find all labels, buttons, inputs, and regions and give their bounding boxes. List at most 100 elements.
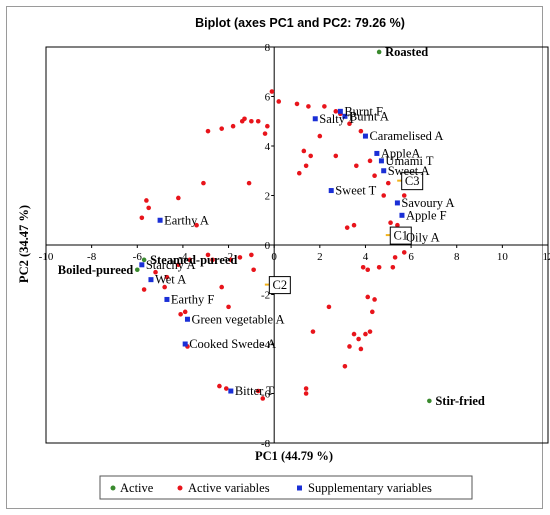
- supplementary-variable-label: Umami T: [385, 154, 433, 168]
- active-variable-point: [367, 158, 373, 164]
- active-variable-point: [251, 267, 256, 273]
- active-point: [134, 267, 140, 273]
- supplementary-variable-label: Cooked Swede A: [189, 337, 276, 351]
- active-variable-point: [388, 220, 393, 226]
- active-variable-point: [326, 304, 332, 310]
- active-variable-point: [201, 180, 206, 186]
- x-tick-label: 0: [271, 251, 277, 263]
- active-variable-point: [182, 309, 188, 315]
- active-variable-point: [392, 255, 398, 260]
- active-variable-point: [333, 109, 339, 114]
- active-variable-point: [317, 133, 323, 139]
- supplementary-variable-label: Oily A: [406, 231, 440, 245]
- x-tick-label: 12: [543, 251, 550, 263]
- supplementary-variable-point: [182, 341, 188, 347]
- active-variable-point: [390, 264, 396, 270]
- supplementary-variable-point: [362, 133, 368, 139]
- legend-marker-active: [110, 485, 116, 491]
- supplementary-variable-label: AppleA: [381, 146, 421, 160]
- active-variable-point: [306, 104, 311, 109]
- active-variable-point: [144, 198, 149, 203]
- active-variable-point: [219, 284, 224, 290]
- legend-label-active: Active: [120, 481, 154, 495]
- supplementary-variable-label: Starchy A: [146, 258, 196, 272]
- supplementary-variable-label: Earthy F: [171, 292, 214, 306]
- active-point: [141, 257, 147, 263]
- active-label: Stir-fried: [435, 394, 485, 408]
- active-point: [427, 398, 432, 404]
- supplementary-variable-label: Wet A: [155, 273, 186, 287]
- y-axis-label: PC2 (34.47 %): [17, 205, 31, 283]
- supplementary-variable-point: [381, 168, 387, 174]
- active-variable-point: [308, 153, 313, 159]
- active-variable-point: [358, 128, 364, 134]
- active-variable-point: [395, 222, 400, 228]
- supplementary-variable-point: [328, 188, 334, 194]
- centroid-label: C3: [405, 174, 420, 188]
- active-variable-point: [310, 329, 316, 334]
- active-point: [376, 49, 382, 55]
- chart-title: Biplot (axes PC1 and PC2: 79.26 %): [195, 16, 405, 30]
- active-variable-point: [301, 148, 307, 154]
- supplementary-variable-point: [378, 158, 384, 164]
- y-tick-label: 2: [265, 191, 271, 203]
- y-tick-label: -8: [261, 438, 271, 450]
- active-label: Steamed-pureed: [150, 253, 237, 267]
- active-variable-point: [296, 170, 302, 176]
- supplementary-variable-label: Sweet A: [388, 164, 430, 178]
- centroid-label: C2: [273, 278, 288, 292]
- active-variable-point: [230, 123, 236, 129]
- axes: [45, 46, 549, 444]
- active-variable-point: [365, 267, 371, 273]
- active-variable-point: [210, 257, 215, 263]
- supplementary-variable-label: Salty T: [319, 112, 356, 126]
- supplementary-variable-point: [374, 150, 380, 156]
- active-variable-point: [372, 297, 377, 302]
- active-variable-point: [146, 205, 151, 211]
- centroid-marker: [397, 179, 403, 182]
- active-variable-point: [242, 116, 247, 122]
- centroid-marker: [264, 283, 270, 286]
- active-variable-point: [401, 193, 407, 198]
- supplementary-variable-label: Apple F: [406, 208, 447, 222]
- legend-label-supplementary: Supplementary variables: [308, 481, 432, 495]
- y-tick-label: -6: [261, 389, 271, 401]
- x-tick-label: 2: [317, 251, 323, 263]
- y-tick-label: 8: [265, 42, 271, 54]
- legend-box: [99, 475, 473, 500]
- active-variable-point: [269, 89, 275, 94]
- active-variable-point: [365, 294, 371, 300]
- active-variable-point: [226, 304, 231, 310]
- x-tick-label: 8: [454, 251, 460, 263]
- supplementary-variable-point: [148, 277, 154, 283]
- supplementary-variable-point: [164, 296, 170, 302]
- supplementary-variable-point: [342, 113, 348, 119]
- active-variable-point: [358, 346, 364, 352]
- supplementary-variable-label: Caramelised A: [369, 129, 443, 143]
- active-variable-point: [249, 252, 254, 258]
- legend-label-active-variables: Active variables: [188, 481, 270, 495]
- active-variable-point: [246, 180, 252, 186]
- active-variable-point: [205, 252, 211, 258]
- active-variable-point: [217, 383, 222, 389]
- active-variable-point: [376, 264, 382, 270]
- active-variable-point: [381, 193, 387, 198]
- active-variable-point: [249, 118, 254, 124]
- active-variable-point: [260, 396, 266, 401]
- active-variable-point: [385, 180, 391, 186]
- active-variable-point: [153, 269, 158, 275]
- tick-labels: -10 -8 -6 -4 -2 0 2 4 6 8 10 12 -8 -6 -4 -2 0 2 4 6 8: [39, 42, 550, 450]
- active-variable-point: [162, 284, 167, 290]
- active-variable-point: [194, 222, 199, 228]
- active-variable-point: [255, 118, 261, 124]
- active-variable-point: [262, 131, 268, 136]
- x-axis-label: PC1 (44.79 %): [255, 449, 333, 463]
- legend-marker-supplementary: [297, 485, 302, 491]
- x-tick-label: -2: [224, 251, 233, 263]
- active-variable-point: [347, 121, 352, 127]
- active-variable-point: [205, 128, 211, 134]
- x-tick-label: 10: [497, 251, 509, 263]
- active-variable-point: [294, 101, 300, 107]
